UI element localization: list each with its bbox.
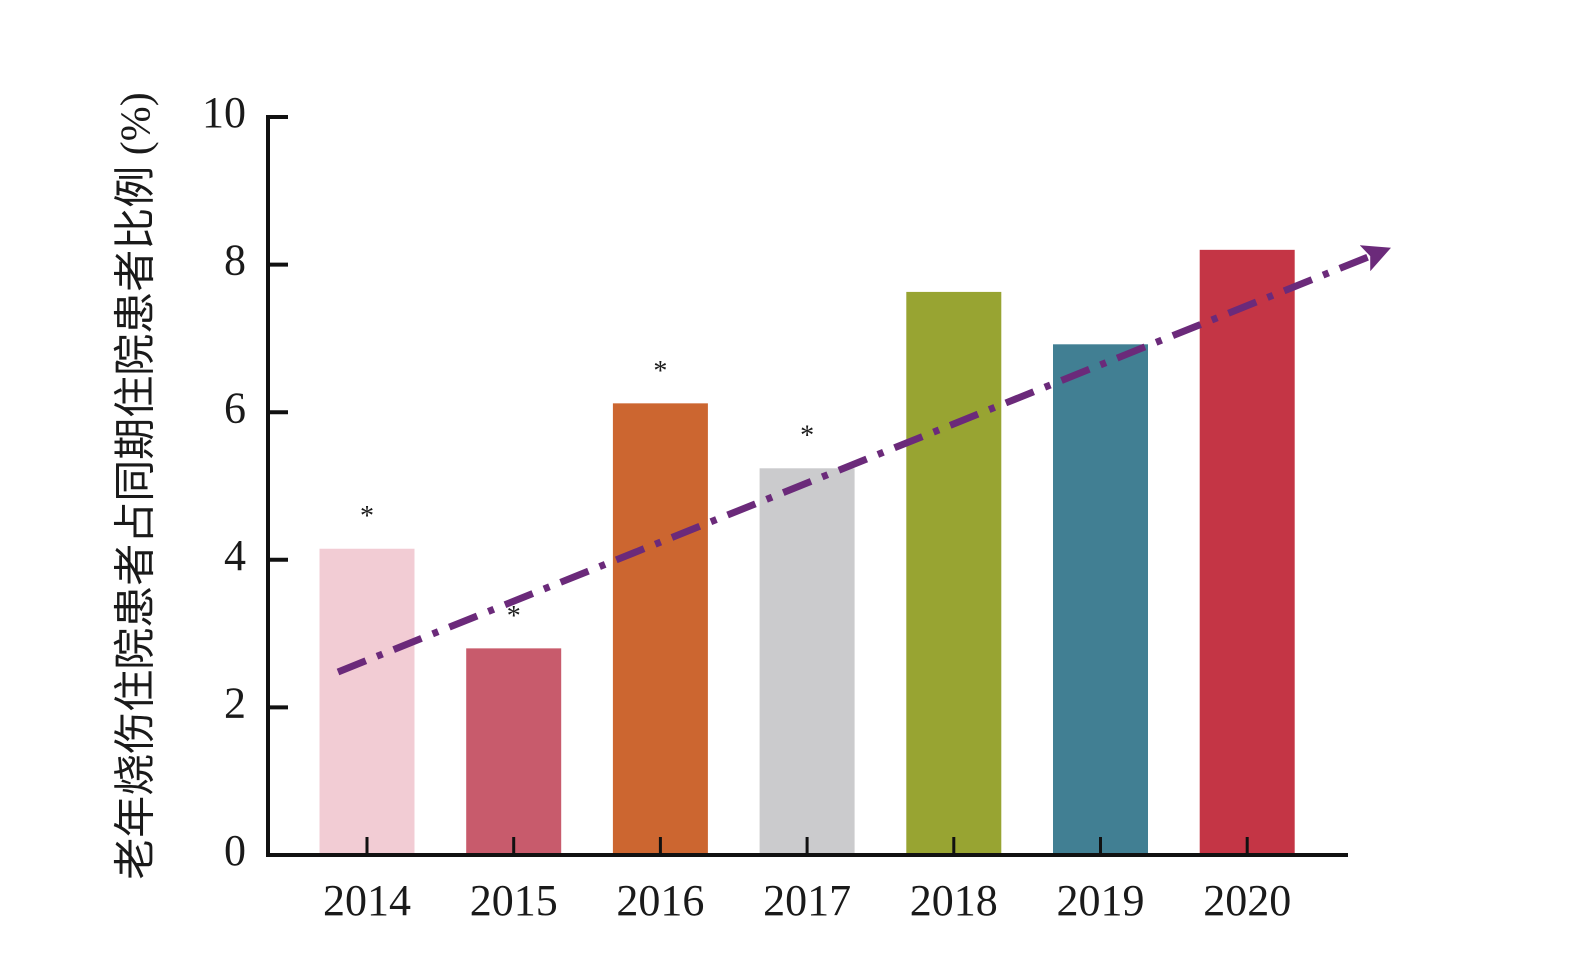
trend-arrow <box>336 245 1391 676</box>
y-axis-label: 老年烧伤住院患者占同期住院患者比例 (%) <box>113 92 160 879</box>
bar <box>906 291 1002 855</box>
x-tick-label: 2018 <box>910 876 998 925</box>
plot-area <box>319 249 1295 856</box>
bar <box>319 548 415 855</box>
x-tick-label: 2016 <box>616 876 704 925</box>
x-tick-label: 2017 <box>763 876 851 925</box>
bar <box>612 403 708 855</box>
y-tick-label: 8 <box>224 236 246 285</box>
significance-marker: * <box>360 501 374 532</box>
bar <box>759 468 855 855</box>
bar <box>1053 344 1148 855</box>
y-tick-label: 0 <box>224 826 246 875</box>
significance-marker: * <box>800 421 814 452</box>
y-tick-label: 2 <box>224 678 246 727</box>
bar <box>1199 249 1295 856</box>
x-tick-label: 2020 <box>1203 876 1291 925</box>
x-tick-label: 2019 <box>1057 876 1145 925</box>
y-tick-label: 10 <box>202 88 246 137</box>
bar <box>466 648 562 855</box>
x-tick-label: 2014 <box>323 876 411 925</box>
y-tick-label: 6 <box>224 383 246 432</box>
significance-marker: * <box>653 356 667 387</box>
significance-marker: * <box>507 601 521 632</box>
y-tick-label: 4 <box>224 531 246 580</box>
x-tick-label: 2015 <box>470 876 558 925</box>
